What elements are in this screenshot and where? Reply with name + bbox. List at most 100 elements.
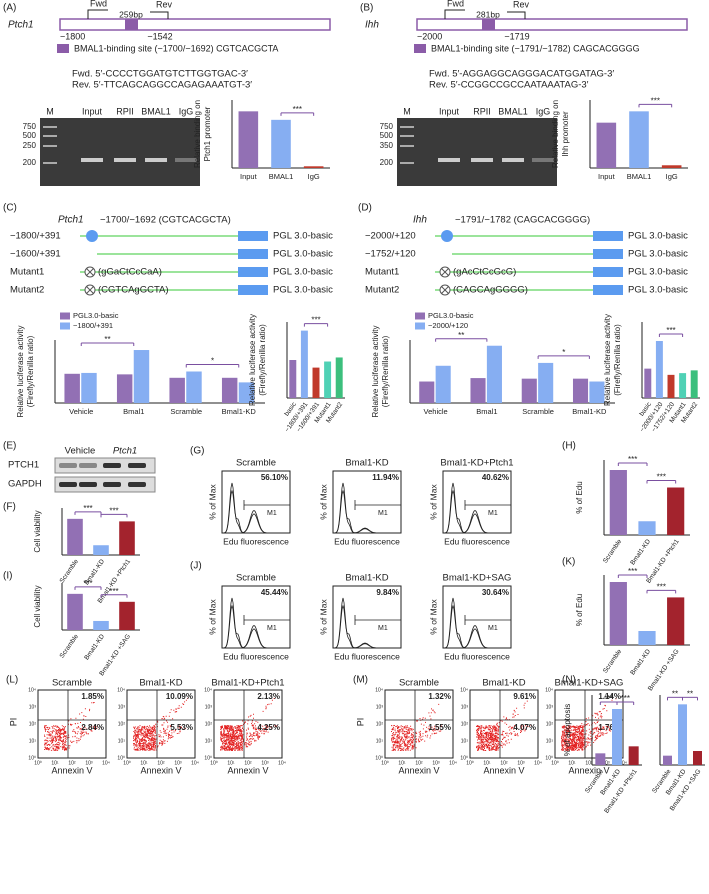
decade-label: 10¹: [205, 738, 213, 744]
bar: [93, 620, 109, 630]
decade-label: 10⁴: [117, 687, 125, 693]
marker-label: 500: [23, 131, 37, 140]
decade-label: 10⁰: [466, 760, 474, 766]
percent: 40.62%: [482, 473, 509, 482]
sample-name: Bmal1-KD+SAG: [443, 573, 512, 584]
luciferase-box: [238, 285, 268, 295]
x-tick-label: BMAL1: [627, 172, 652, 181]
decade-label: 10⁰: [204, 755, 212, 761]
x-tick-label: Bmal1-KD +SAG: [647, 648, 681, 692]
decade-label: 10³: [29, 704, 37, 710]
percent: 9.61%: [513, 692, 536, 701]
event-dots: [133, 697, 189, 751]
label: M1: [378, 510, 388, 517]
construct-name: −1800/+391: [10, 231, 61, 242]
y-axis-label: Relative binding on: [193, 100, 202, 168]
mutation-cross: [86, 268, 94, 276]
marker-label: 200: [23, 158, 37, 167]
ladder-band: [43, 135, 57, 137]
label: Edu fluorescence: [223, 651, 289, 661]
legend-swatch: [60, 322, 70, 330]
bar: [655, 341, 663, 398]
mutation-seq: (gAcCtCcGcG): [453, 267, 516, 278]
y-axis-label: Relative luciferase activity: [371, 325, 380, 417]
construct-name: Mutant1: [365, 267, 399, 278]
bar: [186, 371, 202, 403]
decade-label: 10³: [546, 704, 554, 710]
panel-label: (I): [3, 571, 12, 582]
protein-label: GAPDH: [8, 479, 42, 490]
x-tick-label: Scramble: [170, 407, 202, 416]
x-tick-label: IgG: [666, 172, 678, 181]
gel-band: [81, 158, 103, 162]
blot-band: [128, 463, 146, 468]
bar: [596, 122, 617, 168]
bar: [93, 545, 109, 555]
ladder-band: [400, 162, 414, 164]
bar: [312, 367, 320, 398]
percent: 2.84%: [81, 723, 104, 732]
bar: [638, 521, 656, 535]
label: Fwd: [447, 0, 464, 8]
label: −1800: [60, 31, 85, 41]
y-axis-label: (Firefly/Renilla ratio): [26, 335, 35, 407]
decade-label: 10¹: [546, 738, 554, 744]
bar: [629, 111, 649, 168]
lane-label: M: [46, 106, 54, 116]
label: % of Max: [318, 599, 328, 635]
bar: [64, 373, 80, 403]
bar: [81, 372, 97, 403]
label: % of Max: [428, 599, 438, 635]
x-tick-label: Scramble: [59, 633, 81, 660]
fwd-primer: [444, 9, 465, 19]
bar: [119, 521, 135, 555]
marker-label: 750: [23, 122, 37, 131]
binding-site: [482, 19, 495, 30]
lane-label: Input: [439, 106, 460, 116]
y-axis-label: Relative luciferase activity: [16, 325, 25, 417]
x-tick-label: Scramble: [522, 407, 554, 416]
decade-label: 10³: [205, 704, 213, 710]
x-tick-label: Bmal1: [123, 407, 144, 416]
sample-name: Scramble: [236, 458, 276, 469]
blot-band: [59, 482, 77, 487]
significance: ***: [666, 326, 675, 335]
ladder-band: [43, 145, 57, 147]
bar: [678, 704, 687, 765]
histogram-curve: [223, 490, 284, 534]
mutation-cross: [86, 286, 94, 294]
label: Ptch1: [113, 446, 137, 457]
percent: 4.25%: [257, 723, 280, 732]
decade-label: 10⁴: [449, 760, 457, 766]
plot-frame: [469, 689, 539, 759]
x-tick-label: Bmal1-KD: [83, 633, 106, 662]
label: Annexin V: [51, 765, 92, 775]
y-axis-label: Ptch1 promoter: [203, 106, 212, 161]
percent: 30.64%: [482, 588, 509, 597]
sample-name: Bmal1-KD: [345, 458, 388, 469]
significance: ***: [109, 506, 118, 515]
label: % of Max: [428, 484, 438, 520]
luciferase-box: [593, 285, 623, 295]
lane-label: BMAL1: [498, 106, 528, 116]
label: M1: [267, 510, 277, 517]
label: Edu fluorescence: [334, 536, 400, 546]
label: Annexin V: [398, 765, 439, 775]
significance: **: [458, 331, 464, 340]
gene-name: Ptch1: [8, 20, 34, 31]
panel-label: (E): [3, 441, 16, 452]
bar: [667, 597, 685, 645]
mutation-cross: [441, 286, 449, 294]
y-axis-label: Relative luciferase activity: [603, 314, 612, 406]
label: M1: [488, 510, 498, 517]
label: Annexin V: [140, 765, 181, 775]
bar: [661, 165, 682, 168]
gel: [40, 118, 200, 186]
gene-name: Ihh: [413, 215, 427, 226]
lane-label: Input: [82, 106, 103, 116]
gene-name: Ihh: [365, 20, 379, 31]
panel-label: (L): [6, 675, 18, 686]
significance: ***: [311, 316, 320, 325]
label: 281bp: [476, 9, 500, 19]
